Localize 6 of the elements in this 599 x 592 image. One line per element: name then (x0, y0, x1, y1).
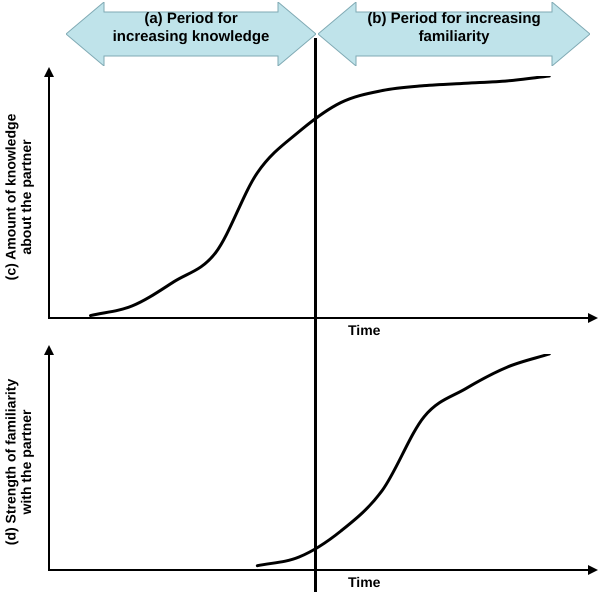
text: (a) Period for increasing knowledge (112, 10, 270, 46)
x-axis-title: Time (348, 322, 380, 338)
text: (b) Period for increasing familiarity (366, 10, 542, 46)
x-axis-title: Time (348, 574, 380, 590)
y-axis-title: (c) Amount of knowledge about the partner (2, 113, 34, 280)
y-axis-title: (d) Strength of familiarity with the partner (2, 378, 34, 546)
